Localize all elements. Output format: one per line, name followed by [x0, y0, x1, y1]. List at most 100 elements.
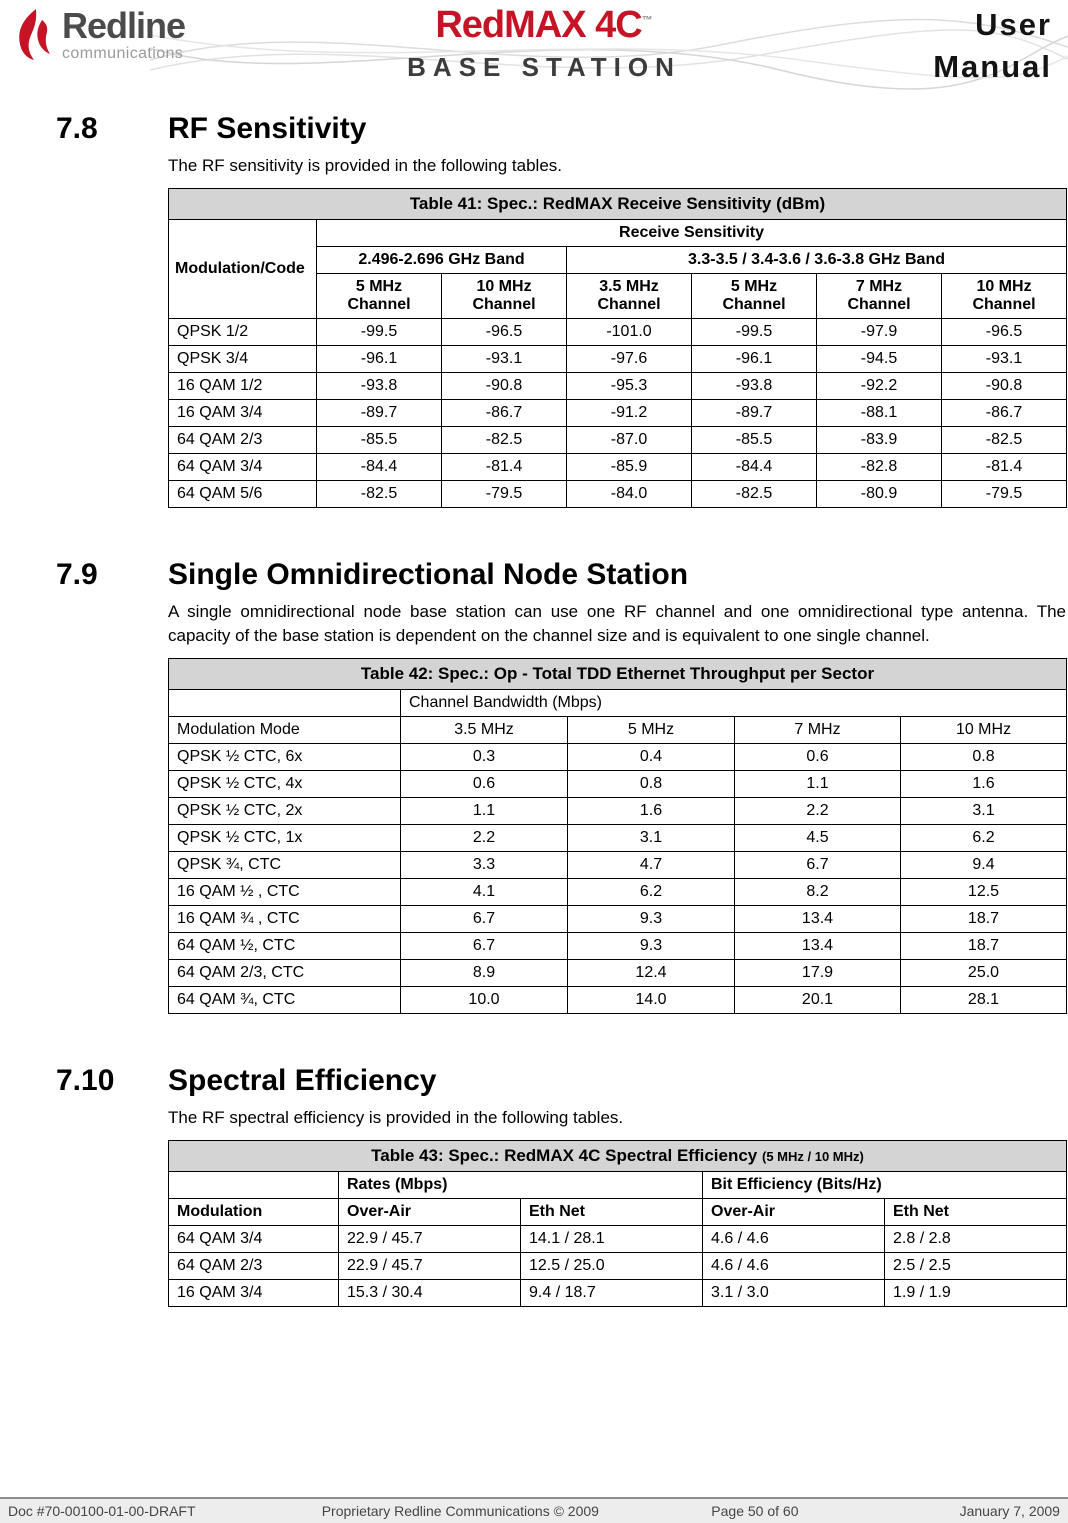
table-cell: 20.1	[734, 986, 901, 1014]
table-body: QPSK 1/2 -99.5 -96.5 -101.0 -99.5 -97.9 -96.5 Q…	[168, 318, 1067, 508]
table-cell: QPSK ¾, CTC	[168, 851, 401, 879]
band-header-33-38: 3.3-3.5 / 3.4-3.6 / 3.6-3.8 GHz Band	[566, 246, 1067, 274]
table-title-main: Table 43: Spec.: RedMAX 4C Spectral Effi…	[371, 1146, 762, 1165]
col-header-over-air-eff: Over-Air	[702, 1198, 885, 1226]
section-single-omni-node: 7.9 Single Omnidirectional Node Station …	[0, 558, 1068, 1014]
table-cell: 0.6	[734, 743, 901, 771]
table-cell: 64 QAM 3/4	[168, 453, 317, 481]
table-row: QPSK 3/4 -96.1 -93.1 -97.6 -96.1 -94.5 -93.1	[168, 345, 1067, 373]
tdd-throughput-table: Table 42: Spec.: Op - Total TDD Ethernet…	[168, 658, 1067, 1014]
table-cell: 2.2	[734, 797, 901, 825]
col-header-3-5mhz: 3.5 MHz	[400, 716, 568, 744]
table-cell: 14.1 / 28.1	[520, 1225, 703, 1253]
table-cell: -94.5	[816, 345, 942, 373]
header-wave-decoration	[149, 18, 1068, 90]
table-row: 64 QAM 3/4 22.9 / 45.7 14.1 / 28.1 4.6 / 4.…	[168, 1225, 1068, 1253]
table-cell: 13.4	[734, 932, 901, 960]
table-row: QPSK 1/2 -99.5 -96.5 -101.0 -99.5 -97.9 -96.5	[168, 318, 1067, 346]
col-header-3-5mhz: 3.5 MHz Channel	[566, 273, 692, 319]
section-title: RF Sensitivity	[168, 112, 367, 145]
table-cell: -82.5	[441, 426, 567, 454]
table-cell: 4.5	[734, 824, 901, 852]
table-cell: 17.9	[734, 959, 901, 987]
table-cell: 9.4 / 18.7	[520, 1279, 703, 1307]
table-cell: -90.8	[941, 372, 1067, 400]
table-cell: -82.5	[691, 480, 817, 508]
table-header: Table 42: Spec.: Op - Total TDD Ethernet…	[168, 658, 1067, 744]
col-header-eth-net-rates: Eth Net	[520, 1198, 703, 1226]
table-cell: 0.6	[400, 770, 568, 798]
table-cell: 15.3 / 30.4	[338, 1279, 521, 1307]
table-cell: 9.4	[900, 851, 1067, 879]
col-header-over-air-rates: Over-Air	[338, 1198, 521, 1226]
section-number: 7.10	[56, 1064, 115, 1097]
table-cell: QPSK ½ CTC, 2x	[168, 797, 401, 825]
table-row: 16 QAM 3/4 -89.7 -86.7 -91.2 -89.7 -88.1 -86.7	[168, 399, 1067, 427]
empty-header-cell	[168, 1171, 339, 1199]
table-cell: 28.1	[900, 986, 1067, 1014]
table-cell: -97.6	[566, 345, 692, 373]
col-header-modulation-mode: Modulation Mode	[168, 716, 401, 744]
table-cell: 6.2	[567, 878, 735, 906]
table-cell: -90.8	[441, 372, 567, 400]
table-body: 64 QAM 3/4 22.9 / 45.7 14.1 / 28.1 4.6 / 4.…	[168, 1225, 1068, 1307]
base-station-title: BASE STATION	[407, 51, 681, 82]
table-title: Table 42: Spec.: Op - Total TDD Ethernet…	[168, 658, 1067, 690]
table-cell: 6.7	[734, 851, 901, 879]
table-cell: QPSK ½ CTC, 4x	[168, 770, 401, 798]
table-cell: 14.0	[567, 986, 735, 1014]
table-cell: 16 QAM 3/4	[168, 399, 317, 427]
table-cell: -93.8	[691, 372, 817, 400]
table-cell: QPSK ½ CTC, 1x	[168, 824, 401, 852]
table-cell: 3.1 / 3.0	[702, 1279, 885, 1307]
table-cell: 12.5	[900, 878, 1067, 906]
table-row: QPSK ½ CTC, 1x 2.2 3.1 4.5 6.2	[168, 824, 1067, 852]
table-cell: QPSK 1/2	[168, 318, 317, 346]
footer-doc-number: Doc #70-00100-01-00-DRAFT	[8, 1503, 196, 1519]
table-row: 64 QAM 5/6 -82.5 -79.5 -84.0 -82.5 -80.9 -79.5	[168, 480, 1067, 508]
table-cell: QPSK ½ CTC, 6x	[168, 743, 401, 771]
footer-date: January 7, 2009	[959, 1503, 1060, 1519]
table-cell: -86.7	[441, 399, 567, 427]
table-cell: 16 QAM 1/2	[168, 372, 317, 400]
table-row: 64 QAM ½, CTC 6.7 9.3 13.4 18.7	[168, 932, 1067, 960]
table-cell: 1.1	[734, 770, 901, 798]
table-cell: 0.4	[567, 743, 735, 771]
table-cell: 2.5 / 2.5	[883, 1252, 1068, 1280]
group-header-receive-sensitivity: Receive Sensitivity	[316, 219, 1067, 247]
col-header-5mhz: 5 MHz	[567, 716, 735, 744]
redmax-4c-logo-text: RedMAX 4C	[435, 4, 642, 46]
table-cell: -96.1	[316, 345, 442, 373]
table-cell: 12.5 / 25.0	[520, 1252, 703, 1280]
document-page: Redline communications RedMAX 4C™ BASE S…	[0, 4, 1068, 1523]
section-body-text: The RF spectral efficiency is provided i…	[168, 1108, 624, 1127]
redline-logo-icon	[19, 9, 50, 60]
table-cell: -85.5	[691, 426, 817, 454]
table-cell: 4.7	[567, 851, 735, 879]
section-rf-sensitivity: 7.8 RF Sensitivity The RF sensitivity is…	[0, 112, 1068, 508]
col-header-modulation-code: Modulation/Code	[168, 219, 317, 319]
table-cell: 64 QAM 5/6	[168, 480, 317, 508]
table-cell: 12.4	[567, 959, 735, 987]
section-title: Single Omnidirectional Node Station	[168, 558, 689, 591]
group-header-rates: Rates (Mbps)	[338, 1171, 703, 1199]
table-cell: -79.5	[941, 480, 1067, 508]
table-cell: 9.3	[567, 932, 735, 960]
table-cell: 22.9 / 45.7	[338, 1252, 521, 1280]
table-cell: -84.0	[566, 480, 692, 508]
table-cell: 10.0	[400, 986, 568, 1014]
table-cell: -85.9	[566, 453, 692, 481]
trademark-symbol: ™	[641, 14, 653, 27]
group-header-channel-bandwidth: Channel Bandwidth (Mbps)	[400, 689, 1067, 717]
col-header-10mhz-b: 10 MHz Channel	[941, 273, 1067, 319]
table-cell: -86.7	[941, 399, 1067, 427]
table-cell: 0.8	[900, 743, 1067, 771]
table-cell: 8.2	[734, 878, 901, 906]
table-title-note: (5 MHz / 10 MHz)	[761, 1149, 864, 1164]
product-logo: RedMAX 4C™ BASE STATION	[334, 4, 754, 83]
table-cell: -96.1	[691, 345, 817, 373]
table-title: Table 43: Spec.: RedMAX 4C Spectral Effi…	[167, 1140, 1068, 1172]
table-body: QPSK ½ CTC, 6x 0.3 0.4 0.6 0.8 QPSK ½ CTC, 4x…	[168, 743, 1067, 1014]
col-header-7mhz: 7 MHz Channel	[816, 273, 942, 319]
table-cell: 6.2	[900, 824, 1067, 852]
